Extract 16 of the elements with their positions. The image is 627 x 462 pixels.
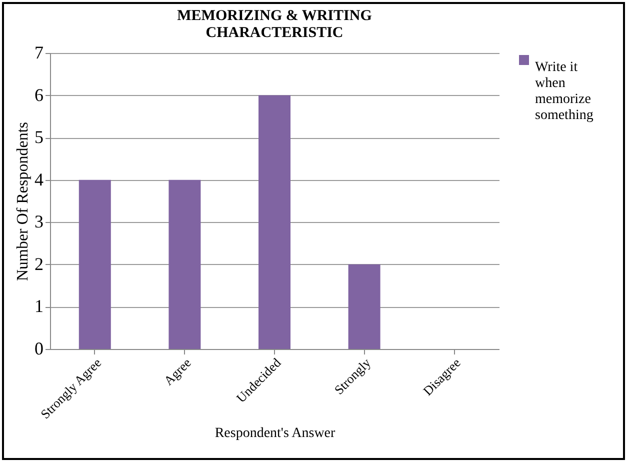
y-tick-label: 5 <box>34 127 44 148</box>
bar <box>168 180 201 349</box>
y-tick-label: 6 <box>34 84 44 105</box>
y-tick-label: 0 <box>34 338 44 358</box>
y-tick-label: 2 <box>34 254 44 274</box>
bar <box>348 264 380 349</box>
x-axis-title: Respondent's Answer <box>214 426 336 442</box>
y-tick-label: 3 <box>34 212 44 232</box>
y-tick-label: 1 <box>34 296 44 316</box>
legend-label: Write it when memorize something <box>535 60 594 123</box>
bar <box>258 95 290 349</box>
chart-title: MEMORIZING & WRITING CHARACTERISTIC <box>177 8 372 41</box>
y-tick-label: 7 <box>34 42 44 62</box>
bar <box>78 180 111 349</box>
y-axis-title: Number Of Respondents <box>14 122 32 282</box>
y-tick-label: 4 <box>34 169 44 190</box>
